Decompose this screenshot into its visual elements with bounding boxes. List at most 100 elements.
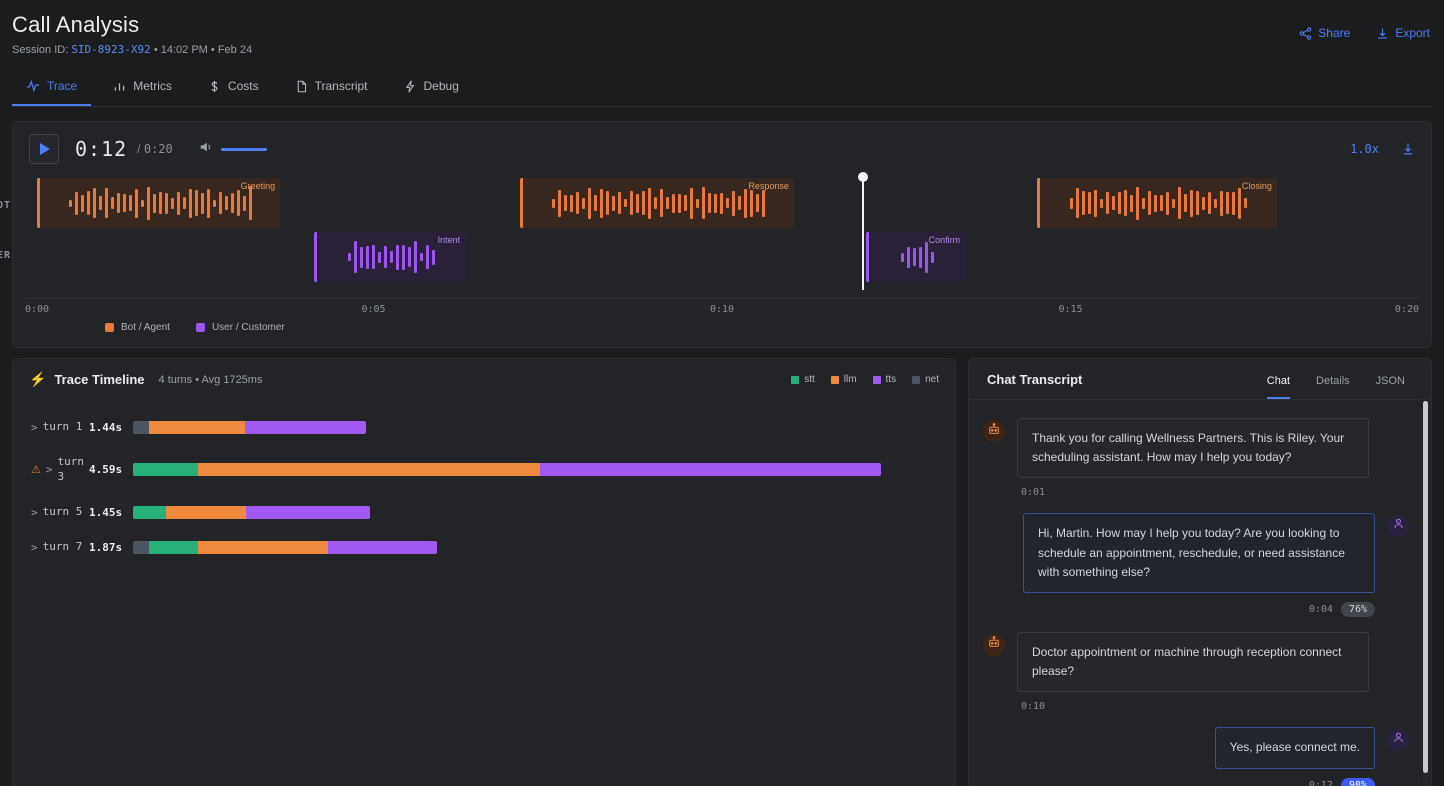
chat-transcript-panel: Chat Transcript Chat Details JSON Thank yo… (968, 358, 1432, 786)
legend-item: User / Customer (195, 322, 285, 333)
session-id[interactable]: SID-8923-X92 (71, 43, 151, 56)
message-meta: 0:01 (1017, 487, 1045, 498)
play-button[interactable] (29, 134, 59, 164)
waveform-segment-intent[interactable]: Intent (314, 232, 466, 282)
tab-costs[interactable]: Costs (194, 70, 273, 106)
segment-label: Confirm (928, 235, 961, 245)
chat-tab-chat[interactable]: Chat (1266, 375, 1291, 399)
turn-label[interactable]: > turn 1 (31, 420, 83, 434)
turn-duration: 1.44s (89, 420, 123, 434)
user-avatar (1387, 515, 1409, 538)
playback-speed[interactable]: 1.0x (1350, 142, 1379, 156)
audio-player-panel: 0:12 / 0:20 1.0x BOT USER Greeting Intent… (0, 121, 1432, 348)
span-stt[interactable] (133, 505, 166, 519)
message-time: 0:10 (1021, 701, 1046, 713)
session-label: Session ID: (12, 44, 69, 56)
legend-swatch (791, 375, 800, 384)
legend-swatch (105, 323, 114, 332)
turn-label[interactable]: > turn 7 (31, 540, 83, 554)
waveform-bars (523, 178, 794, 228)
tab-trace[interactable]: Trace (12, 70, 92, 106)
message-bubble[interactable]: Hi, Martin. How may I help you today? Ar… (1023, 513, 1375, 593)
turn-latency-bar (133, 505, 370, 519)
tab-transcript[interactable]: Transcript (281, 70, 382, 106)
span-net[interactable] (133, 540, 149, 554)
turn-row: > turn 5 1.45s (31, 505, 935, 519)
legend-swatch (872, 375, 881, 384)
chat-message-user: Hi, Martin. How may I help you today? Ar… (983, 513, 1409, 617)
segment-label: Response (748, 181, 789, 191)
turn-duration: 1.45s (89, 505, 123, 519)
turn-duration: 1.87s (89, 540, 123, 554)
row-label-user: USER (0, 250, 11, 261)
chat-tab-details[interactable]: Details (1316, 375, 1350, 387)
waveform-segment-response[interactable]: Response (519, 178, 794, 228)
message-bubble[interactable]: Yes, please connect me. (1214, 727, 1375, 769)
lightning-icon (404, 80, 417, 93)
segment-label: Greeting (240, 181, 276, 191)
turn-label[interactable]: ⚠ > turn 3 (31, 455, 84, 483)
share-icon (1299, 26, 1312, 40)
export-button[interactable]: Export (1376, 26, 1430, 40)
segment-label: Intent (437, 235, 461, 245)
message-meta: 0:04 76% (1308, 601, 1375, 617)
legend-swatch (195, 323, 205, 332)
span-tts[interactable] (540, 463, 881, 477)
message-bubble[interactable]: Doctor appointment or machine through re… (1017, 631, 1369, 693)
span-tts[interactable] (246, 505, 370, 519)
trace-legend-item: net (912, 374, 939, 385)
trace-legend: stt llm tts net (791, 374, 939, 385)
chat-tab-json[interactable]: JSON (1375, 375, 1405, 387)
span-llm[interactable] (149, 420, 245, 434)
playhead[interactable] (858, 172, 869, 290)
time-axis: 0:00 0:05 0:10 0:15 0:20 (25, 298, 1419, 316)
span-llm[interactable] (198, 463, 540, 477)
waveform-track[interactable]: Greeting Intent Response Confirm Closing (37, 172, 1407, 290)
export-label: Export (1395, 26, 1430, 40)
span-llm[interactable] (166, 505, 246, 519)
trace-legend-item: stt (791, 374, 815, 385)
time-tick: 0:00 (25, 304, 50, 315)
tab-debug[interactable]: Debug (390, 70, 473, 106)
message-time: 0:04 (1308, 603, 1333, 615)
trace-legend-item: llm (830, 374, 857, 385)
document-icon (295, 80, 308, 93)
bot-avatar (983, 420, 1005, 442)
volume-icon[interactable] (199, 140, 213, 159)
message-bubble[interactable]: Thank you for calling Wellness Partners.… (1017, 418, 1369, 479)
turn-latency-bar (133, 540, 437, 554)
span-llm[interactable] (198, 540, 328, 554)
waveform-bars (40, 178, 280, 228)
span-stt[interactable] (133, 463, 198, 477)
dollar-icon (208, 80, 221, 93)
robot-icon (987, 635, 1001, 654)
turn-row: ⚠ > turn 3 4.59s (31, 455, 935, 484)
confidence-badge: 76% (1340, 601, 1375, 617)
share-button[interactable]: Share (1299, 26, 1350, 40)
message-time: 0:12 (1308, 779, 1333, 786)
volume-slider[interactable] (220, 147, 267, 151)
turn-rows: > turn 1 1.44s ⚠ > turn 3 4.59s > turn 5 1.45s > tu… (13, 398, 955, 554)
span-stt[interactable] (149, 540, 198, 554)
chat-message-bot: Doctor appointment or machine through re… (983, 631, 1409, 713)
tab-metrics[interactable]: Metrics (99, 70, 186, 106)
span-net[interactable] (133, 420, 149, 434)
player-controls: 0:12 / 0:20 1.0x (13, 122, 1431, 168)
turn-label[interactable]: > turn 5 (31, 504, 83, 519)
bot-avatar (983, 633, 1005, 656)
time-tick: 0:05 (361, 304, 386, 315)
waveform-segment-greeting[interactable]: Greeting (37, 178, 281, 228)
span-tts[interactable] (328, 540, 437, 554)
warning-icon: ⚠ (31, 463, 41, 477)
audio-download-icon[interactable] (1401, 142, 1415, 156)
chat-scrollbar-thumb[interactable] (1423, 401, 1428, 773)
chat-title: Chat Transcript (987, 372, 1083, 387)
span-tts[interactable] (245, 420, 366, 434)
time-divider: / (137, 142, 141, 156)
pulse-icon (26, 79, 40, 93)
share-label: Share (1318, 26, 1351, 40)
waveform-segment-closing[interactable]: Closing (1037, 178, 1277, 228)
chat-messages: Thank you for calling Wellness Partners.… (969, 400, 1431, 786)
legend-swatch (912, 375, 921, 384)
waveform-segment-confirm[interactable]: Confirm (865, 232, 966, 282)
